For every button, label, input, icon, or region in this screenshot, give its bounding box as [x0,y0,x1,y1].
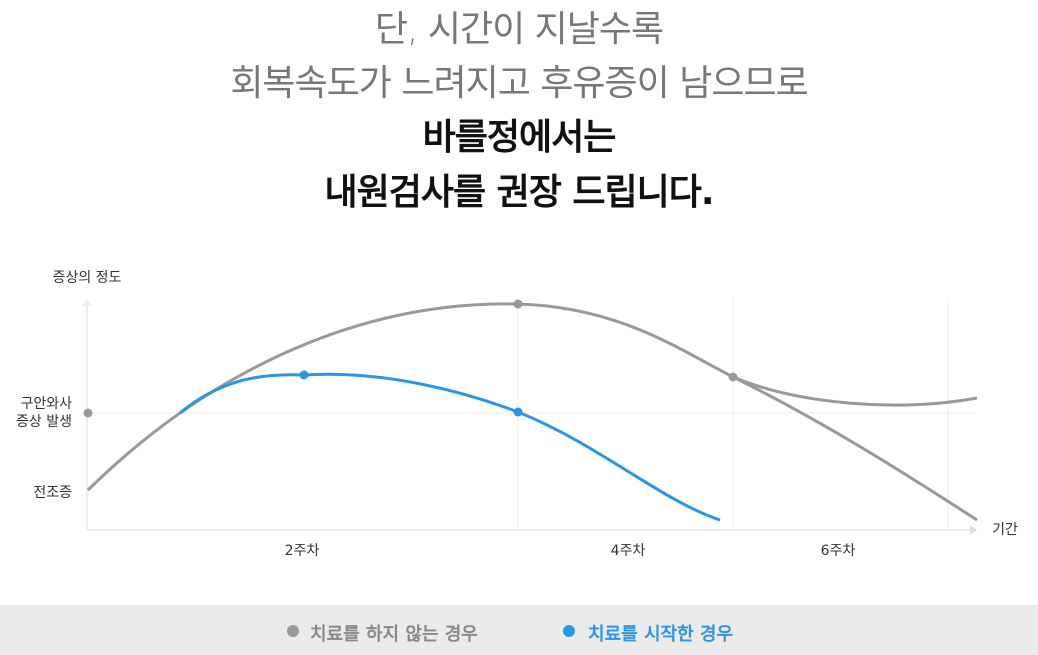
point [299,370,309,380]
legend: 치료를 하지 않는 경우 치료를 시작한 경우 [0,605,1038,655]
curve-treated [179,372,721,522]
heading-line: 회복속도가 느려지고 후유증이 남으므로 [230,63,808,104]
x-label: 6주차 [821,543,856,559]
legend-marker [563,625,575,637]
heading-line: 단, 시간이 지날수록 [374,9,664,50]
point [728,372,738,382]
axis-arrow [82,299,92,306]
axis-arrow [970,525,977,535]
x-label: 2주차 [285,543,320,559]
curve-untreated-branch [732,375,978,407]
legend-item: 치료를 하지 않는 경우 [310,624,478,645]
y-axis-title: 증상의 정도 [53,270,122,286]
point [513,407,523,417]
x-label: 4주차 [611,543,646,559]
y-label: 증상 발생 [16,414,72,430]
point [513,299,523,309]
heading-line: 내원검사를 권장 드립니다. [324,172,714,213]
y-label: 전조증 [33,485,72,501]
legend-marker [287,625,299,637]
heading-line: 바를정에서는 [422,117,617,158]
curve-untreated [86,302,978,522]
y-label: 구안와사 [20,396,72,412]
legend-item: 치료를 시작한 경우 [588,624,734,645]
x-axis-title: 기간 [992,522,1018,538]
point [83,408,93,418]
diagram: 증상의 정도 구안와사 증상 발생 전조증 기간 2주차 4주차 6주차 [16,270,1018,559]
